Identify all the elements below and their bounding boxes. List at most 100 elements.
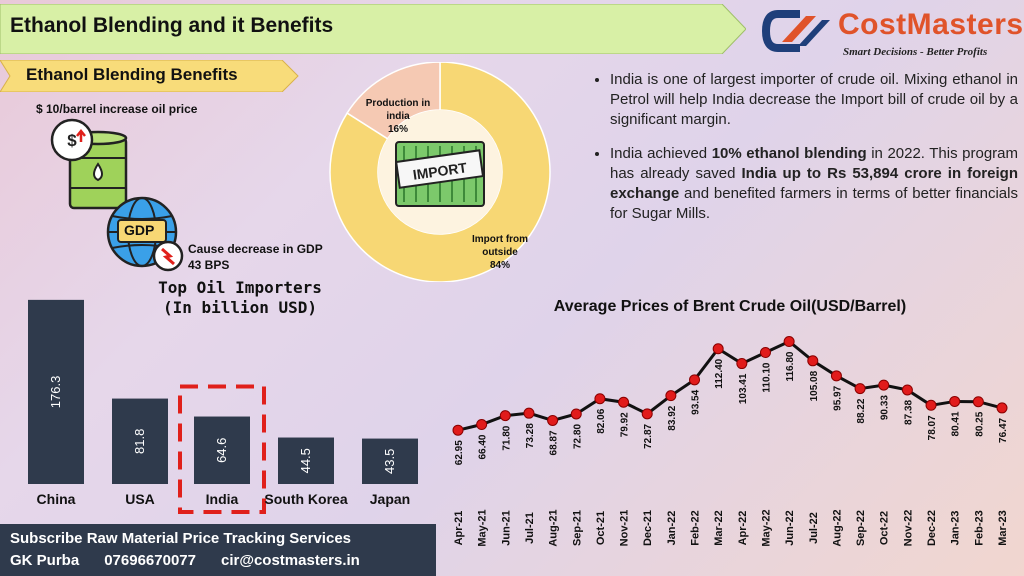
key-points: India is one of largest importer of crud… [590,70,1018,238]
price-data-label: 105.08 [809,370,820,401]
bullet-text: India achieved [610,145,712,162]
donut-label-production: Production in [366,98,430,109]
donut-label-production: india [386,111,410,122]
price-point [925,399,937,411]
price-data-label: 90.33 [880,395,891,420]
price-point [854,383,866,395]
bar-category-label: China [37,491,76,507]
bullet-text: and benefited farmers in terms of better… [610,185,1018,222]
price-data-label: 83.92 [667,405,678,430]
gdp-decrease-label: Cause decrease in GDP [188,242,323,256]
price-point [949,395,961,407]
price-point [878,379,890,391]
price-data-label: 78.07 [927,415,938,440]
bar-value-label: 64.6 [214,438,229,463]
price-point [712,343,724,355]
bullet-text: in 2022. This program has already saved [610,145,1019,182]
brent-price-line-chart: 62.95 Apr-21 66.40 May-21 71.80 Jun-21 73.28 Ju… [452,336,1009,547]
bar-category-label: South Korea [264,491,347,507]
gdp-badge-text: GDP [124,222,155,238]
price-data-label: 116.80 [785,351,796,381]
bar-south-korea [278,437,334,484]
price-data-label: 72.80 [572,424,583,449]
price-data-label: 72.87 [643,423,654,448]
bar-usa [112,398,168,484]
price-point [499,410,511,422]
bar-chart-title: Top Oil Importers (In billion USD) [120,278,360,318]
price-data-label: 80.41 [951,411,962,436]
price-point [547,414,559,426]
import-label-plate [395,149,485,189]
x-tick-label: Jan-22 [666,511,678,546]
price-data-label: 68.87 [549,430,560,455]
x-tick-label: Jan-23 [950,511,962,546]
price-point [452,424,464,436]
price-line [457,339,1003,432]
svg-text:$: $ [67,131,77,150]
x-tick-label: Aug-21 [548,509,560,546]
x-tick-label: May-21 [477,509,489,546]
bar-china [28,299,84,484]
donut-label-import: outside [482,247,518,258]
price-data-label: 87.38 [903,400,914,425]
price-data-label: 73.28 [525,423,536,448]
costmasters-logo-icon [761,10,830,52]
footer-subscribe-text: Subscribe Raw Material Price Tracking Se… [10,530,352,547]
bar-category-label: USA [125,491,155,507]
bar-chart-title-line: Top Oil Importers [158,278,322,297]
price-point [830,370,842,382]
price-point [641,408,653,420]
import-label: IMPORT [412,159,469,182]
price-point [476,419,488,431]
x-tick-label: Sep-21 [571,510,583,546]
bar-value-label: 44.5 [298,448,313,473]
section-banner [0,60,299,92]
bullet-text: India up to Rs 53,894 crore in foreign e… [610,165,1018,202]
price-data-label: 112.40 [714,358,725,388]
price-data-label: 110.10 [761,362,772,392]
price-data-label: 79.92 [620,412,631,437]
donut-value-import: 84% [490,260,510,271]
gdp-bps-label: 43 BPS [188,258,230,272]
donut-label-import: Import from [472,234,528,245]
x-tick-label: Sep-22 [855,510,867,546]
price-data-label: 103.41 [738,373,749,404]
x-tick-label: Mar-23 [997,510,1009,545]
price-point [783,336,795,348]
bar-value-label: 43.5 [382,449,397,474]
import-donut-chart: IMPORT Import from outside 84% Production in… [329,62,551,282]
bar-india [194,416,250,484]
bullet-point: India is one of largest importer of crud… [610,70,1018,130]
price-point [759,347,771,359]
x-tick-label: Jul-22 [808,512,820,544]
import-container-icon: IMPORT [395,141,485,207]
bar-chart-title-line: (In billion USD) [162,298,318,317]
contact-phone[interactable]: 07696670077 [104,552,196,569]
x-tick-label: Jun-21 [500,510,512,545]
x-tick-label: Oct-21 [595,511,607,545]
x-tick-label: Feb-22 [690,510,702,545]
x-tick-label: May-22 [760,509,772,546]
price-increase-label: $ 10/barrel increase oil price [36,102,198,116]
price-point [736,358,748,370]
x-tick-label: Dec-21 [642,510,654,546]
price-data-label: 95.97 [832,385,843,410]
oil-importers-bar-chart: 176.3 China 81.8 USA 64.6 India 44.5 South Kore… [28,299,418,514]
bullet-text: 10% ethanol blending [711,145,867,162]
price-point [618,396,630,408]
price-point [523,407,535,419]
bar-category-label: Japan [370,491,410,507]
title-banner [0,4,746,54]
x-tick-label: Apr-22 [737,511,749,546]
bar-category-label: India [206,491,239,507]
contact-email[interactable]: cir@costmasters.in [220,552,360,569]
x-tick-label: Dec-22 [926,510,938,546]
price-data-label: 82.06 [596,408,607,433]
bar-value-label: 81.8 [132,429,147,454]
brand-name: CostMasters [838,8,1024,41]
price-point [996,402,1008,414]
x-tick-label: Nov-21 [619,510,631,547]
bar-value-label: 176.3 [48,376,63,409]
price-point [689,374,701,386]
price-data-label: 76.47 [998,418,1009,443]
